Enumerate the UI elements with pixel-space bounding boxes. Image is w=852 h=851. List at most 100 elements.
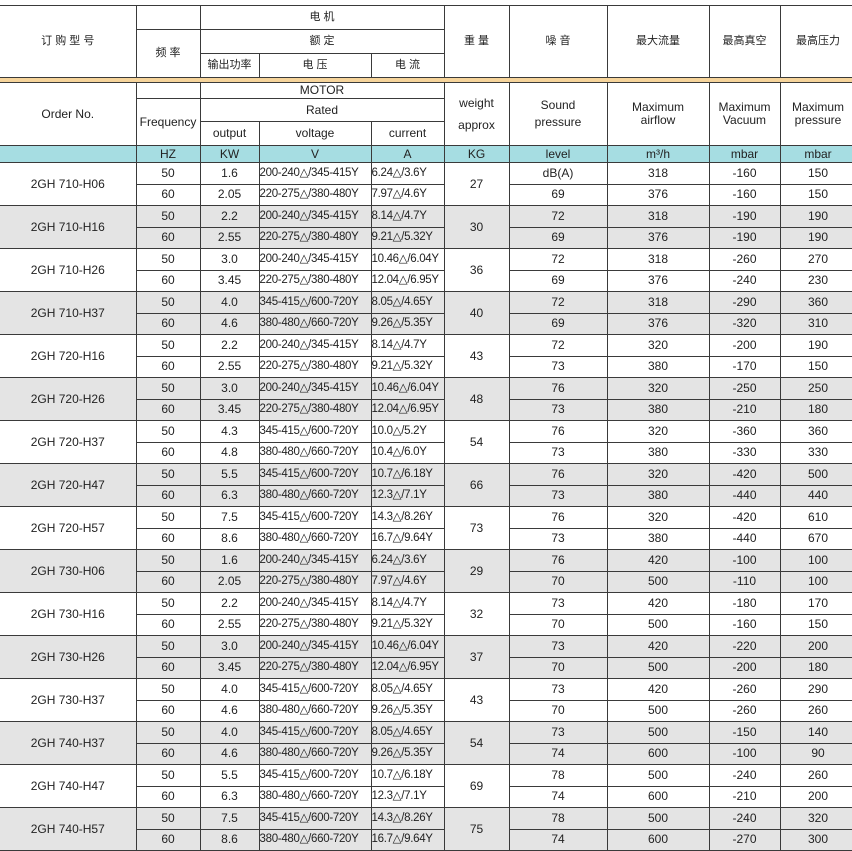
cell-vacuum: -420 <box>708 506 781 529</box>
cell-pressure: 260 <box>779 764 852 787</box>
cell-sound: 72 <box>508 291 608 314</box>
header-pressure-en: Maximum pressure <box>779 82 852 146</box>
cell-current: 8.05△/4.65Y <box>370 291 445 314</box>
cell-sound: 74 <box>508 828 608 851</box>
cell-sound: 69 <box>508 269 608 292</box>
cell-voltage: 220-275△/380-480Y <box>258 398 372 421</box>
unit-output: KW <box>199 145 260 163</box>
model-name: 2GH 730-H26 <box>0 635 137 679</box>
unit-airflow: m³/h <box>606 145 710 163</box>
cell-current: 8.05△/4.65Y <box>370 721 445 744</box>
cell-current: 9.26△/5.35Y <box>370 312 445 335</box>
unit-weight: KG <box>443 145 510 163</box>
cell-voltage: 380-480△/660-720Y <box>258 312 372 335</box>
table-row: 2GH 720-H57 50 7.5 345-415△/600-720Y 14.3△/8… <box>0 506 852 550</box>
cell-airflow: 318 <box>606 162 710 185</box>
cell-voltage: 200-240△/345-415Y <box>258 162 372 185</box>
cell-weight: 30 <box>443 205 510 249</box>
cell-current: 14.3△/8.26Y <box>370 807 445 830</box>
spec-table: 订 购 型 号 电 机 重 量 噪 音 最大流量 最高真空 最高压力 频 率 额… <box>0 5 852 851</box>
cell-airflow: 600 <box>606 785 710 808</box>
cell-output: 4.0 <box>199 721 260 744</box>
cell-airflow: 380 <box>606 355 710 378</box>
cell-vacuum: -240 <box>708 764 781 787</box>
cell-current: 8.14△/4.7Y <box>370 334 445 357</box>
cell-vacuum: -190 <box>708 205 781 228</box>
table-row: 2GH 740-H37 50 4.0 345-415△/600-720Y 8.05△/4… <box>0 721 852 765</box>
cell-frequency: 60 <box>135 656 201 679</box>
cell-output: 3.0 <box>199 377 260 400</box>
cell-frequency: 50 <box>135 162 201 185</box>
cell-voltage: 200-240△/345-415Y <box>258 635 372 658</box>
cell-current: 16.7△/9.64Y <box>370 828 445 851</box>
cell-frequency: 60 <box>135 742 201 765</box>
cell-vacuum: -190 <box>708 226 781 249</box>
cell-weight: 37 <box>443 635 510 679</box>
cell-pressure: 150 <box>779 613 852 636</box>
header-airflow-en: Maximum airflow <box>606 82 710 146</box>
cell-frequency: 50 <box>135 635 201 658</box>
cell-current: 7.97△/4.6Y <box>370 183 445 206</box>
cell-output: 2.2 <box>199 205 260 228</box>
cell-output: 3.0 <box>199 635 260 658</box>
cell-current: 10.4△/6.0Y <box>370 441 445 464</box>
cell-output: 2.2 <box>199 334 260 357</box>
cell-frequency: 60 <box>135 613 201 636</box>
cell-airflow: 318 <box>606 205 710 228</box>
cell-output: 7.5 <box>199 506 260 529</box>
cell-pressure: 290 <box>779 678 852 701</box>
cell-weight: 48 <box>443 377 510 421</box>
model-name: 2GH 720-H57 <box>0 506 137 550</box>
cell-output: 5.5 <box>199 463 260 486</box>
cell-vacuum: -150 <box>708 721 781 744</box>
cell-pressure: 190 <box>779 226 852 249</box>
cell-vacuum: -170 <box>708 355 781 378</box>
cell-vacuum: -110 <box>708 570 781 593</box>
cell-vacuum: -180 <box>708 592 781 615</box>
cell-current: 10.7△/6.18Y <box>370 764 445 787</box>
cell-pressure: 180 <box>779 398 852 421</box>
cell-sound: 73 <box>508 635 608 658</box>
table-row: 2GH 710-H16 50 2.2 200-240△/345-415Y 8.14△/4… <box>0 205 852 249</box>
cell-pressure: 190 <box>779 205 852 228</box>
model-name: 2GH 740-H47 <box>0 764 137 808</box>
cell-pressure: 100 <box>779 570 852 593</box>
cell-output: 3.45 <box>199 269 260 292</box>
cell-sound: 69 <box>508 226 608 249</box>
header-current-en: current <box>370 121 445 146</box>
cell-weight: 29 <box>443 549 510 593</box>
cell-pressure: 150 <box>779 183 852 206</box>
table-row: 60 2.55 220-275△/380-480Y 9.21△/5.32Y 69 376-… <box>0 226 852 249</box>
model-name: 2GH 730-H06 <box>0 549 137 593</box>
cell-output: 4.6 <box>199 312 260 335</box>
cell-vacuum: -200 <box>708 656 781 679</box>
cell-sound: 69 <box>508 183 608 206</box>
cell-airflow: 320 <box>606 506 710 529</box>
cell-frequency: 50 <box>135 377 201 400</box>
unit-vacuum: mbar <box>708 145 781 163</box>
cell-weight: 54 <box>443 721 510 765</box>
cell-output: 4.6 <box>199 699 260 722</box>
cell-frequency: 60 <box>135 570 201 593</box>
cell-airflow: 318 <box>606 291 710 314</box>
cell-sound: 74 <box>508 785 608 808</box>
cell-voltage: 220-275△/380-480Y <box>258 613 372 636</box>
header-blank <box>135 82 201 99</box>
cell-sound: 70 <box>508 699 608 722</box>
cell-airflow: 500 <box>606 613 710 636</box>
cell-frequency: 50 <box>135 463 201 486</box>
header-noise-cn: 噪 音 <box>508 5 608 78</box>
table-row: 60 3.45 220-275△/380-480Y 12.04△/6.95Y 70 500… <box>0 656 852 679</box>
header-output-en: output <box>199 121 260 146</box>
cell-vacuum: -160 <box>708 613 781 636</box>
cell-vacuum: -360 <box>708 420 781 443</box>
cell-frequency: 50 <box>135 764 201 787</box>
header-rated-en: Rated <box>199 98 445 122</box>
table-row: 60 2.05 220-275△/380-480Y 7.97△/4.6Y 69 376 -1… <box>0 183 852 206</box>
cell-pressure: 260 <box>779 699 852 722</box>
cell-vacuum: -260 <box>708 248 781 271</box>
cell-voltage: 345-415△/600-720Y <box>258 807 372 830</box>
model-name: 2GH 740-H37 <box>0 721 137 765</box>
cell-output: 2.2 <box>199 592 260 615</box>
cell-output: 3.0 <box>199 248 260 271</box>
